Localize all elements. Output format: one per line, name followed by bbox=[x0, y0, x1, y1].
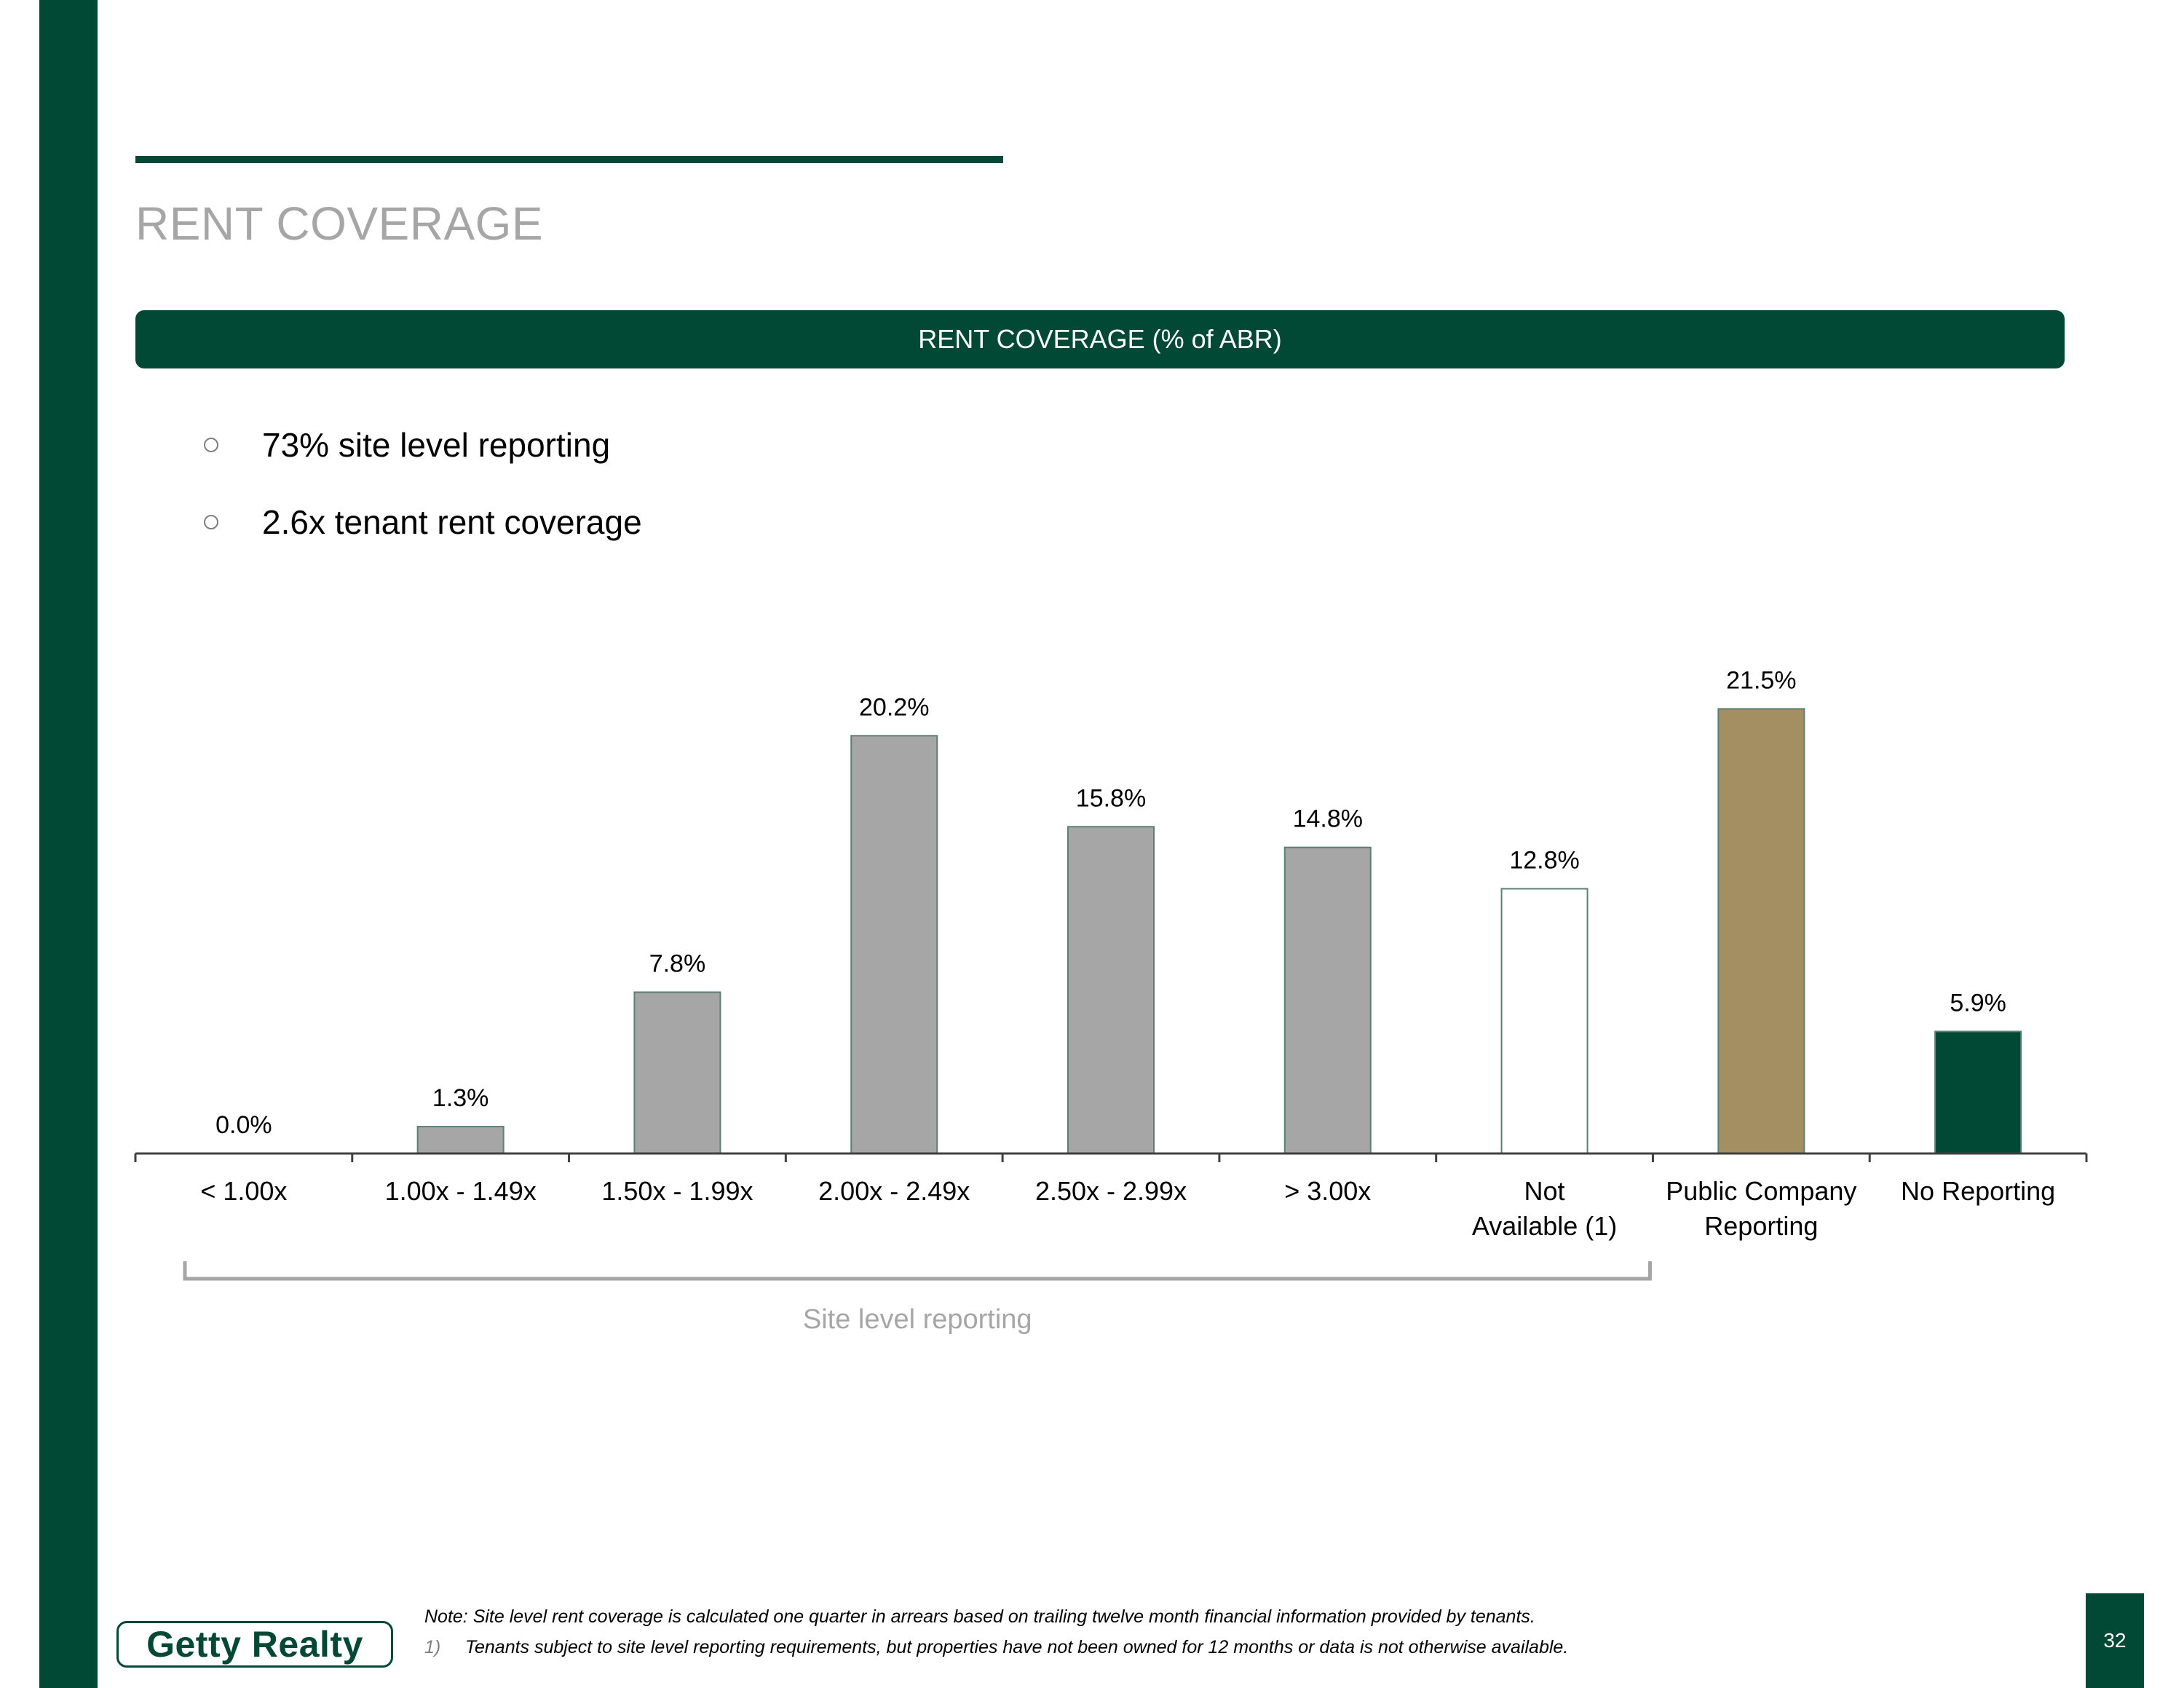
bar-1 bbox=[416, 1126, 505, 1154]
chart-header: RENT COVERAGE (% of ABR) bbox=[135, 310, 2065, 368]
bar-value-label-8: 5.9% bbox=[1950, 989, 2006, 1017]
category-label-line: Available (1) bbox=[1472, 1211, 1617, 1241]
bracket-label: Site level reporting bbox=[803, 1304, 1032, 1335]
bullet-text: 2.6x tenant rent coverage bbox=[262, 503, 642, 541]
page-title: RENT COVERAGE bbox=[135, 197, 544, 250]
bar-4 bbox=[1067, 826, 1155, 1155]
category-label-line: 1.50x - 1.99x bbox=[601, 1176, 753, 1206]
category-label-7: Public Company Reporting bbox=[1666, 1176, 1856, 1241]
category-label-4: 2.50x - 2.99x bbox=[1035, 1176, 1187, 1206]
bar-value-label-6: 12.8% bbox=[1509, 846, 1579, 874]
footnote-text: Tenants subject to site level reporting … bbox=[465, 1637, 1569, 1657]
footnote-number: 1) bbox=[424, 1637, 441, 1657]
category-label-line: > 3.00x bbox=[1284, 1176, 1371, 1206]
page-number-box: 32 bbox=[2086, 1593, 2144, 1688]
bar-3 bbox=[850, 735, 938, 1154]
category-label-line: 2.00x - 2.49x bbox=[818, 1176, 970, 1206]
getty-realty-logo: Getty Realty bbox=[116, 1621, 393, 1668]
bar-5 bbox=[1283, 846, 1372, 1155]
bar-value-label-5: 14.8% bbox=[1293, 805, 1363, 833]
bar-value-label-4: 15.8% bbox=[1076, 784, 1146, 812]
bar-value-label-7: 21.5% bbox=[1726, 666, 1796, 694]
chart-header-label: RENT COVERAGE (% of ABR) bbox=[918, 324, 1282, 354]
site-level-bracket bbox=[183, 1261, 1652, 1281]
bullet-item-1: 73% site level reporting bbox=[204, 425, 610, 465]
category-label-2: 1.50x - 1.99x bbox=[601, 1176, 753, 1206]
category-label-line: No Reporting bbox=[1901, 1176, 2055, 1206]
category-label-line: < 1.00x bbox=[200, 1176, 287, 1206]
category-label-line: 1.00x - 1.49x bbox=[385, 1176, 537, 1206]
bar-7 bbox=[1717, 708, 1805, 1154]
category-label-1: 1.00x - 1.49x bbox=[385, 1176, 537, 1206]
category-label-5: > 3.00x bbox=[1284, 1176, 1371, 1206]
title-rule bbox=[135, 156, 1003, 163]
category-label-line: Not bbox=[1524, 1176, 1565, 1206]
bar-value-label-2: 7.8% bbox=[649, 950, 706, 977]
bar-8 bbox=[1934, 1030, 2022, 1154]
bullet-circle-icon bbox=[204, 515, 218, 529]
bar-value-label-0: 0.0% bbox=[215, 1111, 272, 1139]
bar-6 bbox=[1500, 888, 1588, 1154]
category-label-8: No Reporting bbox=[1901, 1176, 2055, 1206]
left-accent-bar bbox=[39, 0, 98, 1688]
category-label-line: Reporting bbox=[1704, 1211, 1818, 1241]
footnote-note: Note: Site level rent coverage is calcul… bbox=[424, 1606, 1535, 1627]
category-label-3: 2.00x - 2.49x bbox=[818, 1176, 970, 1206]
category-label-6: Not Available (1) bbox=[1472, 1176, 1617, 1241]
category-label-0: < 1.00x bbox=[200, 1176, 287, 1206]
bullet-item-2: 2.6x tenant rent coverage bbox=[204, 502, 642, 542]
footnote-item: 1) Tenants subject to site level reportin… bbox=[424, 1637, 1568, 1658]
bar-value-label-1: 1.3% bbox=[432, 1084, 489, 1112]
category-label-line: 2.50x - 2.99x bbox=[1035, 1176, 1187, 1206]
bar-2 bbox=[633, 991, 721, 1154]
bullet-text: 73% site level reporting bbox=[262, 426, 611, 464]
bar-value-label-3: 20.2% bbox=[859, 693, 929, 721]
logo-text: Getty Realty bbox=[146, 1624, 363, 1665]
category-label-line: Public Company bbox=[1666, 1176, 1856, 1206]
page-number: 32 bbox=[2103, 1629, 2126, 1652]
bullet-circle-icon bbox=[204, 438, 218, 452]
